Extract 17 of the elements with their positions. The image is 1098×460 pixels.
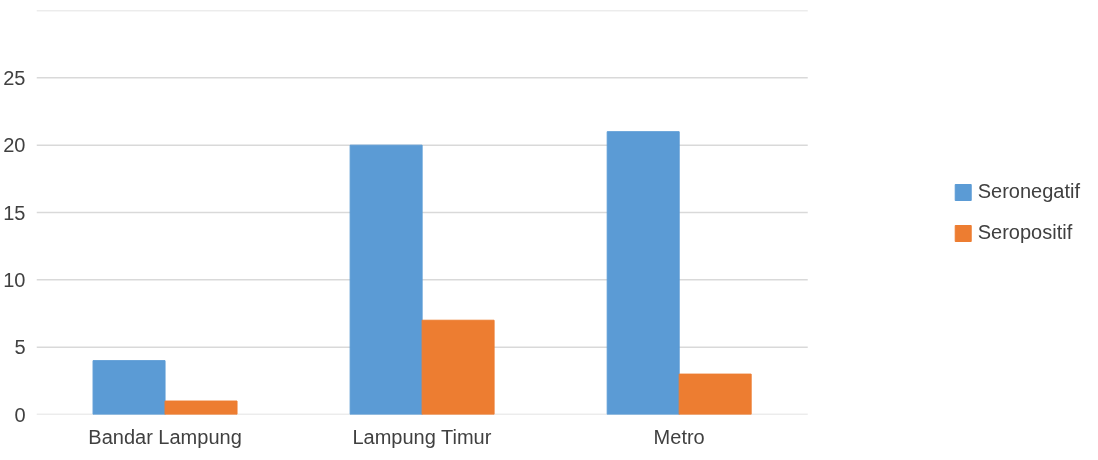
bar: [606, 131, 680, 415]
y-tick-label: 0: [14, 403, 26, 426]
y-tick-label: 20: [3, 134, 26, 157]
y-tick-label: 25: [3, 66, 26, 89]
bar: [92, 360, 166, 415]
bar: [678, 373, 752, 415]
bar: [421, 319, 495, 415]
x-tick-label: Metro: [653, 425, 705, 448]
y-tick-label: 15: [3, 201, 26, 224]
y-tick-label: 10: [3, 268, 26, 291]
x-tick-label: Lampung Timur: [352, 425, 492, 448]
bar: [164, 400, 238, 415]
x-tick-label: Bandar Lampung: [88, 425, 242, 448]
y-tick-label: 5: [14, 336, 26, 359]
legend-label: Seronegatif: [977, 180, 1080, 203]
bar: [349, 144, 423, 415]
legend-label: Seropositif: [977, 221, 1073, 244]
